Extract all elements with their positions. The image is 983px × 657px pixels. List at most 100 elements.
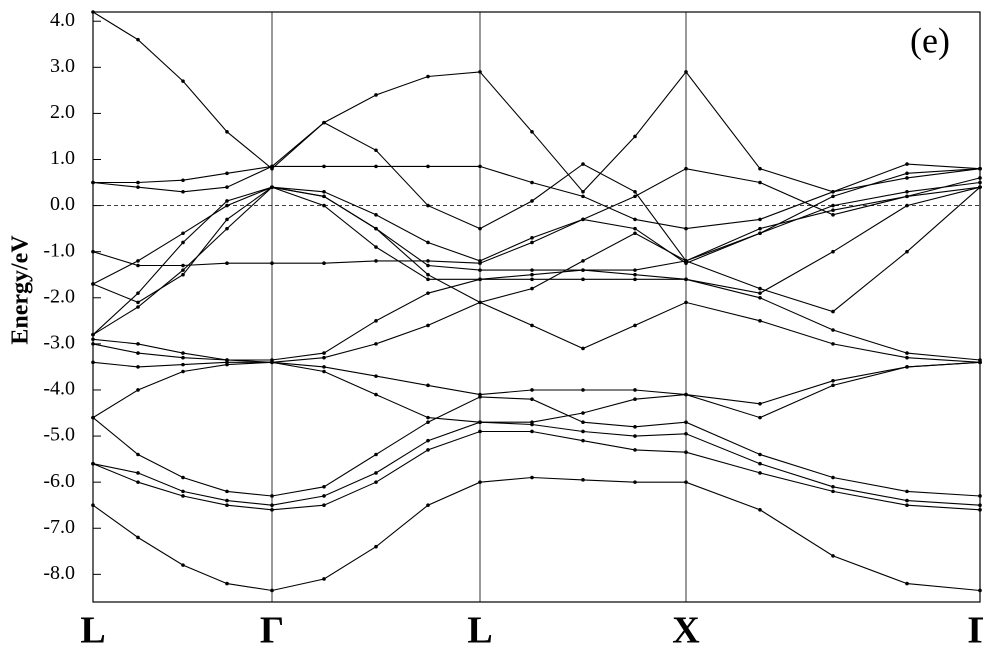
band-point [181,489,185,494]
band-point [426,74,430,79]
band-point [530,286,534,291]
band-point [831,309,835,314]
band-point [758,461,762,466]
band-point [831,484,835,489]
band-point [581,478,585,482]
band-point [270,358,274,362]
band-point [91,10,95,14]
band-point [831,189,835,194]
band-point [581,194,585,199]
band-point [181,189,185,194]
band-point [225,489,229,494]
y-tick-label: -2.0 [43,285,75,307]
band-point [181,268,185,272]
band-point [530,323,534,328]
band-point [91,342,95,346]
band-point [633,388,637,392]
band-point [136,351,140,355]
y-tick-label: 1.0 [50,147,75,169]
band-point [225,203,229,208]
band-point [225,503,229,508]
y-axis-label: Energy/eV [8,235,34,345]
band-point [322,261,326,266]
y-tick-label: 4.0 [50,9,75,31]
band-point [758,217,762,222]
x-tick-label: Γ [260,610,284,652]
band-point [91,337,95,342]
band-point [905,351,909,355]
band-point [633,397,637,401]
band-point [581,346,585,351]
band-point [322,164,326,169]
band-point [905,498,909,503]
band-point [426,277,430,282]
band-point [322,355,326,360]
band-point [478,480,482,484]
band-point [322,351,326,355]
band-point [426,420,430,425]
band-point [181,362,185,367]
band-point [633,194,637,199]
band-point [374,164,378,169]
band-point [581,217,585,222]
band-point [322,203,326,208]
panel-label: (e) [910,20,950,60]
band-point [478,429,482,434]
band-point [374,148,378,153]
band-point [478,277,482,282]
y-tick-label: -5.0 [43,424,75,446]
band-point [225,226,229,231]
x-tick-label: L [467,610,492,652]
band-point [684,450,688,454]
band-point [136,37,140,42]
band-point [322,577,326,581]
band-point [181,351,185,355]
band-point [581,438,585,443]
band-point [181,355,185,360]
band-point [322,189,326,194]
band-point [136,535,140,540]
band [92,181,981,267]
y-tick-label: -4.0 [43,378,75,400]
band-point [530,180,534,185]
x-tick-label: X [672,610,699,652]
band-point [684,166,688,171]
band-point [181,475,185,480]
band-point [831,328,835,332]
band-point [581,388,585,392]
band-point [270,508,274,512]
band-point [374,213,378,217]
band-point [374,452,378,457]
band-point [322,365,326,369]
band-point [181,263,185,268]
band-point [91,503,95,508]
band-point [831,383,835,388]
band-point [978,358,982,362]
band-point [136,471,140,475]
band-point [91,360,95,365]
band-point [831,208,835,213]
band-point [136,185,140,189]
band-point [426,415,430,420]
band-point [270,261,274,266]
band [92,301,981,363]
band-point [270,503,274,508]
band-point [633,268,637,272]
band-point [426,259,430,263]
x-tick-label: Γ [968,610,983,652]
band-point [758,415,762,420]
band-point [633,323,637,328]
band-point [978,176,982,180]
band-point [270,166,274,171]
band-point [530,420,534,425]
band-point [374,226,378,231]
band-point [831,554,835,558]
band-point [478,300,482,305]
band-point [478,392,482,397]
band-point [374,480,378,484]
band-point [581,411,585,415]
band-point [633,226,637,231]
band-point [181,563,185,567]
band-point [581,189,585,194]
band-point [633,448,637,452]
